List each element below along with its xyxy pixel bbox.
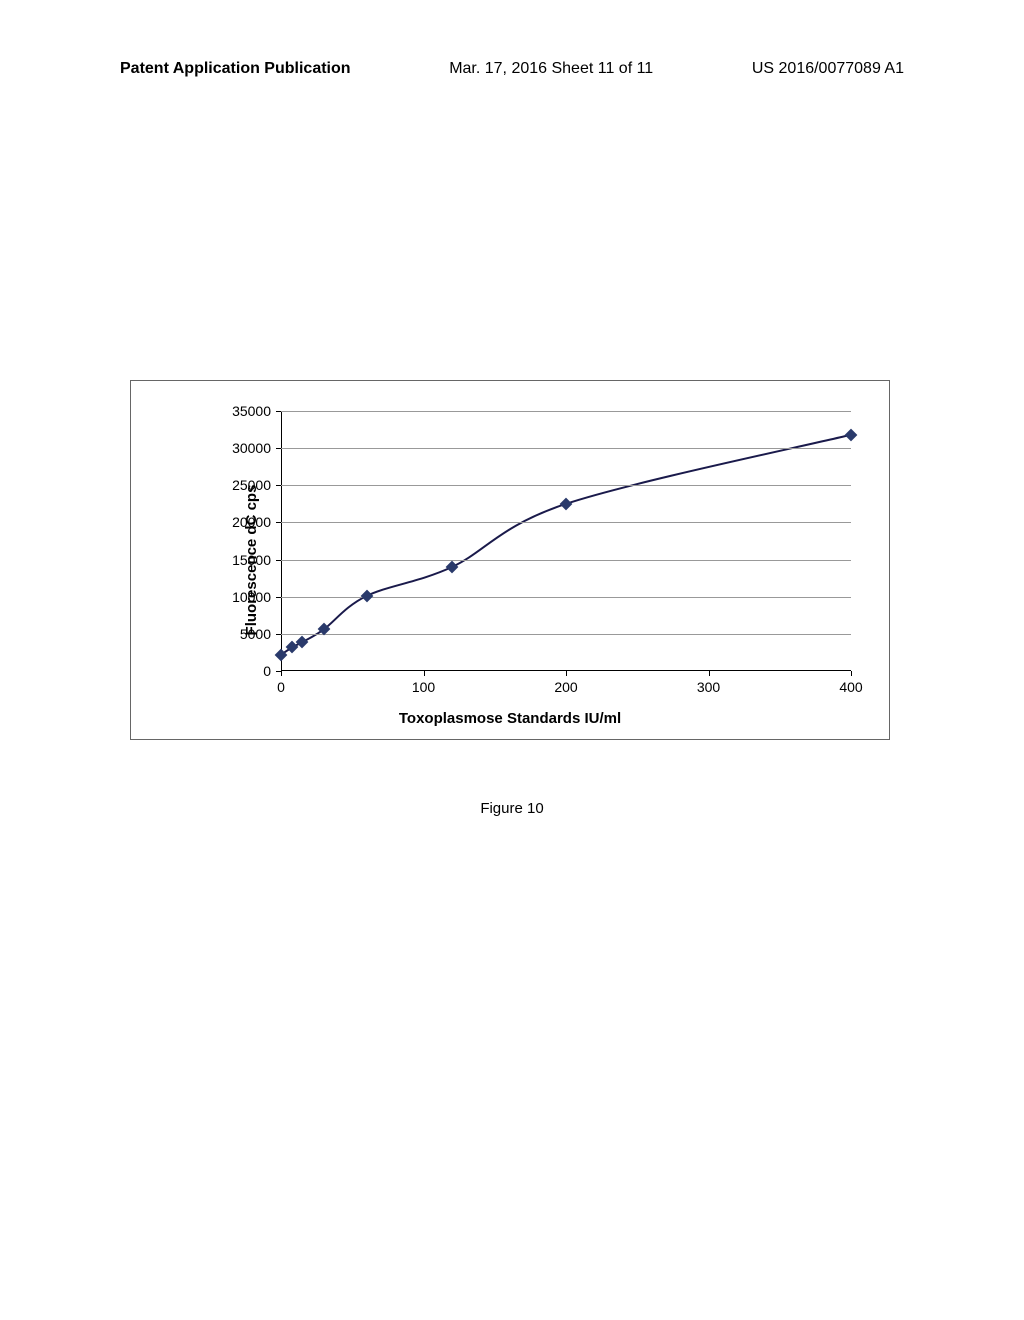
x-tick [281, 671, 282, 676]
header-left: Patent Application Publication [120, 60, 351, 78]
plot-area: 0500010000150002000025000300003500001002… [281, 411, 851, 671]
y-tick-label: 5000 [240, 626, 271, 642]
gridline [281, 485, 851, 486]
x-tick [424, 671, 425, 676]
curve-line [281, 411, 851, 671]
y-tick-label: 20000 [232, 514, 271, 530]
gridline [281, 634, 851, 635]
y-tick [276, 522, 281, 523]
y-tick-label: 15000 [232, 552, 271, 568]
y-tick [276, 597, 281, 598]
gridline [281, 522, 851, 523]
header-right: US 2016/0077089 A1 [752, 60, 904, 78]
y-tick-label: 30000 [232, 440, 271, 456]
gridline [281, 448, 851, 449]
x-tick-label: 100 [412, 679, 435, 695]
y-tick [276, 634, 281, 635]
header-center: Mar. 17, 2016 Sheet 11 of 11 [449, 60, 653, 78]
gridline [281, 560, 851, 561]
page-header: Patent Application Publication Mar. 17, … [0, 0, 1024, 98]
x-axis-title: Toxoplasmose Standards IU/ml [399, 710, 621, 727]
y-tick-label: 35000 [232, 403, 271, 419]
x-tick [851, 671, 852, 676]
y-tick-label: 10000 [232, 589, 271, 605]
gridline [281, 411, 851, 412]
y-tick [276, 560, 281, 561]
chart-container: Fluorescence dC cps Toxoplasmose Standar… [130, 380, 890, 740]
figure-caption: Figure 10 [480, 800, 543, 817]
y-tick [276, 448, 281, 449]
y-tick-label: 0 [263, 663, 271, 679]
x-tick-label: 400 [839, 679, 862, 695]
x-tick-label: 0 [277, 679, 285, 695]
y-tick [276, 411, 281, 412]
x-tick [566, 671, 567, 676]
y-tick [276, 485, 281, 486]
x-tick-label: 300 [697, 679, 720, 695]
x-tick-label: 200 [554, 679, 577, 695]
y-tick-label: 25000 [232, 477, 271, 493]
x-tick [709, 671, 710, 676]
